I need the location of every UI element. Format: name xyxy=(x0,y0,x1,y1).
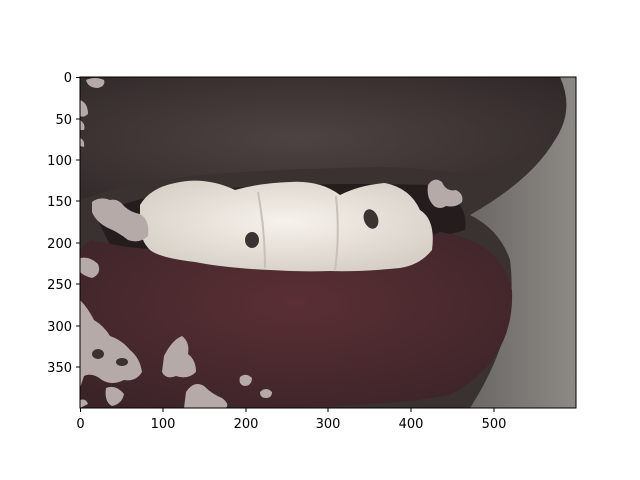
y-tick: 150 xyxy=(47,195,80,210)
y-tick: 200 xyxy=(47,237,80,252)
x-axis: 0 100 200 300 400 500 xyxy=(76,408,506,432)
y-tick-label: 350 xyxy=(47,361,72,376)
y-tick-label: 0 xyxy=(64,71,72,86)
y-tick-label: 300 xyxy=(47,320,72,335)
y-tick-label: 50 xyxy=(55,113,72,128)
x-tick-label: 500 xyxy=(482,417,507,432)
y-tick-label: 200 xyxy=(47,237,72,252)
photo-image xyxy=(80,77,576,408)
y-tick-label: 150 xyxy=(47,195,72,210)
x-tick-label: 400 xyxy=(399,417,424,432)
x-tick: 300 xyxy=(316,408,341,432)
x-tick-label: 200 xyxy=(234,417,259,432)
y-tick: 350 xyxy=(47,361,80,376)
x-tick: 400 xyxy=(399,408,424,432)
y-tick-label: 100 xyxy=(47,154,72,169)
x-tick-label: 0 xyxy=(76,417,84,432)
y-tick: 0 xyxy=(64,71,80,86)
x-tick-label: 100 xyxy=(151,417,176,432)
y-tick: 250 xyxy=(47,278,80,293)
x-tick: 100 xyxy=(151,408,176,432)
x-tick: 500 xyxy=(482,408,507,432)
x-tick: 0 xyxy=(76,408,85,432)
y-tick: 100 xyxy=(47,154,80,169)
x-tick-label: 300 xyxy=(316,417,341,432)
y-axis: 0 50 100 150 200 250 300 350 xyxy=(47,71,80,376)
y-tick: 50 xyxy=(55,113,80,128)
y-tick: 300 xyxy=(47,320,80,335)
x-tick: 200 xyxy=(234,408,259,432)
y-tick-label: 250 xyxy=(47,278,72,293)
